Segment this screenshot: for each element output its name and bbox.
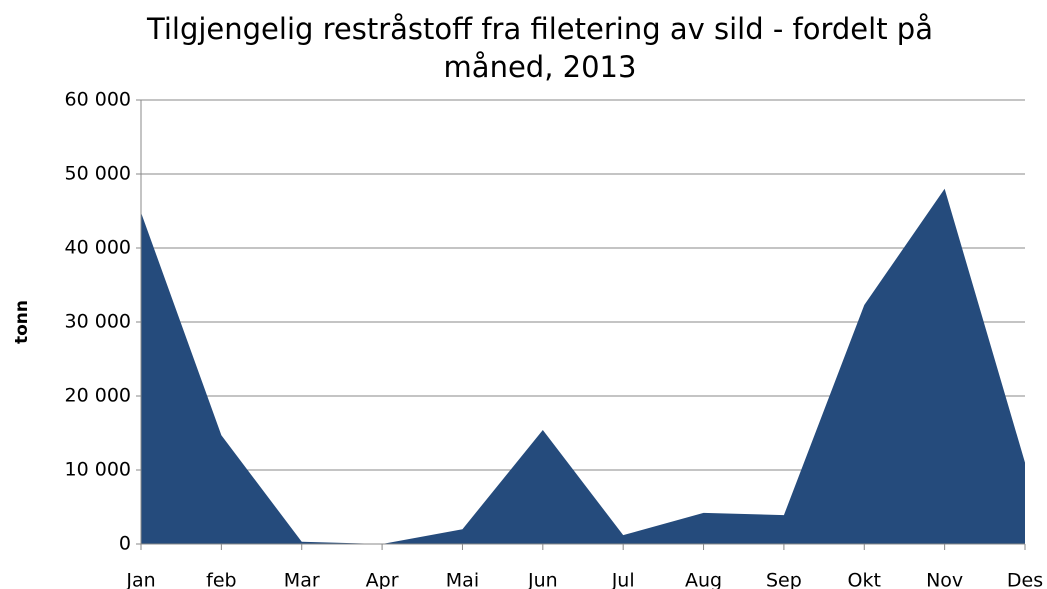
chart-title: Tilgjengelig restråstoff fra filetering … [147, 12, 933, 84]
x-tick-label: Mar [284, 570, 320, 589]
y-tick-label: 40 000 [65, 237, 131, 259]
x-tick-label: feb [206, 570, 236, 589]
y-tick-label: 60 000 [65, 89, 131, 111]
x-tick-label: Mai [446, 570, 479, 589]
y-tick-label: 50 000 [65, 163, 131, 185]
x-tick-label: Okt [848, 570, 881, 589]
x-tick-label: Aug [685, 570, 722, 589]
y-tick-label: 20 000 [65, 385, 131, 407]
y-tick-label: 30 000 [65, 311, 131, 333]
x-tick-label: Jul [611, 570, 635, 589]
y-tick-label: 0 [119, 533, 131, 555]
area [141, 188, 1025, 545]
x-tick-label: Apr [366, 570, 399, 589]
x-tick-label: Des [1007, 570, 1043, 589]
x-tick-label: Jun [527, 570, 558, 589]
y-tick-label: 10 000 [65, 459, 131, 481]
y-axis-label: tonn [12, 300, 32, 344]
x-tick-label: Jan [125, 570, 155, 589]
x-tick-label: Sep [766, 570, 802, 589]
x-tick-label: Nov [926, 570, 963, 589]
